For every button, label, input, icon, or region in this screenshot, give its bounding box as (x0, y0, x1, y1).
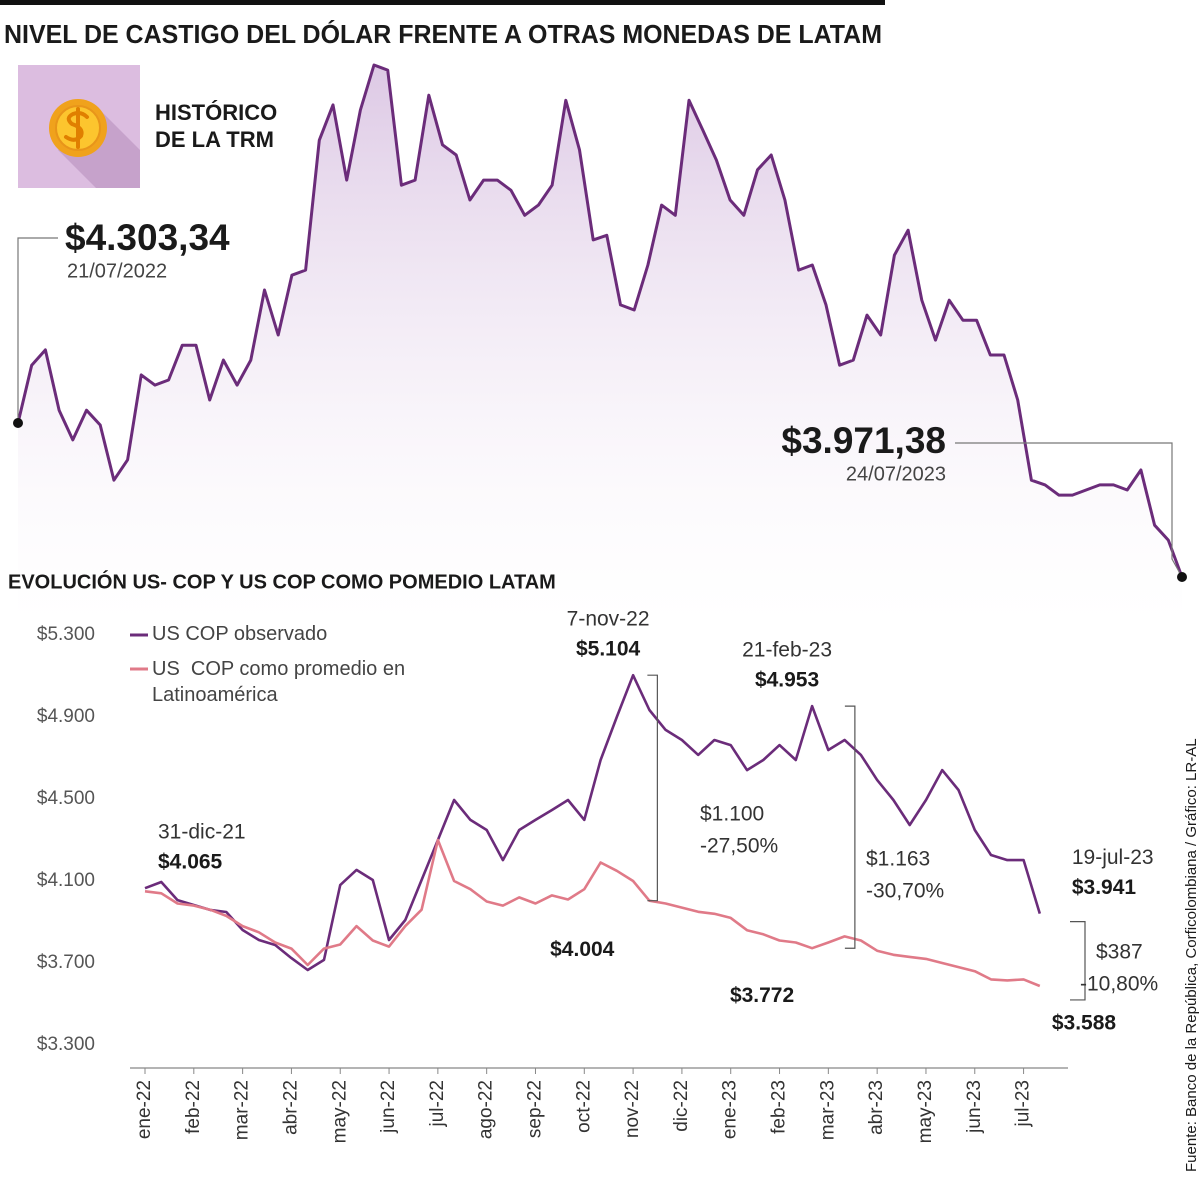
leader (955, 442, 1183, 578)
x-tick-label: feb-23 (769, 1080, 790, 1134)
x-tick-label: jul-22 (427, 1080, 448, 1127)
leader (17, 237, 58, 423)
x-tick-label: jun-23 (964, 1080, 985, 1134)
badge-text: DE LA TRM (155, 127, 274, 152)
difference-percent: -30,70% (866, 880, 944, 903)
coin-symbol (64, 107, 89, 149)
x-tick-label: jun-22 (378, 1080, 399, 1134)
series-line (144, 673, 1042, 972)
point (13, 417, 23, 428)
value-label: $4.004 (550, 938, 615, 961)
difference-amount: $1.163 (866, 848, 930, 871)
x-tick-label: nov-22 (622, 1080, 643, 1138)
point (1177, 572, 1187, 582)
x-tick-label: mar-23 (817, 1080, 838, 1140)
top-bar (0, 0, 885, 5)
source: Fuente: Banco de la República, Corficolo… (1183, 738, 1200, 1172)
date-label: 24/07/2023 (846, 463, 946, 485)
x-tick-label: feb-22 (183, 1080, 204, 1134)
date-label: 21-feb-23 (742, 639, 832, 662)
area (18, 65, 1182, 625)
main-title: NIVEL DE CASTIGO DEL DÓLAR FRENTE A OTRA… (4, 19, 882, 49)
x-tick-label: mar-22 (232, 1080, 253, 1140)
value-label: $5.104 (576, 638, 641, 661)
x-tick-label: ago-22 (476, 1080, 497, 1139)
legend-label: US COP observado (152, 623, 328, 645)
y-tick-label: $5.300 (37, 624, 95, 645)
bracket (1070, 920, 1086, 1001)
value-label: $4.303,34 (65, 217, 230, 258)
legend-item: US COP como promedio en Latinoamérica (152, 658, 411, 706)
y-tick-label: $3.300 (37, 1034, 95, 1055)
difference-percent: -10,80% (1080, 973, 1158, 996)
x-tick-label: sep-22 (524, 1080, 545, 1138)
y-tick-label: $4.100 (37, 870, 95, 891)
y-tick-label: $3.700 (37, 952, 95, 973)
value-label: $3.971,38 (781, 420, 946, 461)
x-tick-label: abr-23 (866, 1080, 887, 1135)
value-label: $3.588 (1052, 1012, 1117, 1035)
x-tick-label: ene-22 (134, 1080, 155, 1139)
x-tick-label: ene-23 (720, 1080, 741, 1139)
x-tick-label: oct-22 (573, 1080, 594, 1133)
series-line (144, 838, 1041, 988)
area-layer (18, 65, 1182, 625)
date-label: 31-dic-21 (158, 821, 246, 844)
x-tick-label: jul-23 (1013, 1080, 1034, 1127)
difference-amount: $1.100 (700, 803, 764, 826)
value-label: $4.953 (755, 669, 819, 692)
date-label: 19-jul-23 (1072, 846, 1154, 869)
chart-title: EVOLUCIÓN US- COP Y US COP COMO POMEDIO … (8, 569, 556, 593)
bracket (844, 705, 856, 949)
x-tick-label: dic-22 (671, 1080, 692, 1132)
date-label: 21/07/2022 (67, 260, 167, 282)
x-tick-label: may-22 (329, 1080, 350, 1143)
y-tick-label: $4.500 (37, 788, 95, 809)
difference-amount: $387 (1096, 941, 1143, 964)
value-label: $3.772 (730, 984, 794, 1007)
x-tick-label: may-23 (915, 1080, 936, 1143)
legend-label: US COP como promedio en Latinoamérica (152, 658, 411, 706)
badge-text: HISTÓRICO (155, 100, 277, 125)
value-label: $4.065 (158, 851, 223, 874)
y-tick-label: $4.900 (37, 706, 95, 727)
bracket (647, 674, 658, 902)
date-label: 7-nov-22 (567, 608, 650, 631)
x-tick-label: abr-22 (280, 1080, 301, 1135)
value-label: $3.941 (1072, 876, 1137, 899)
trm-line (16, 63, 1184, 578)
legend-item: US COP observado (152, 623, 328, 645)
difference-percent: -27,50% (700, 835, 778, 858)
